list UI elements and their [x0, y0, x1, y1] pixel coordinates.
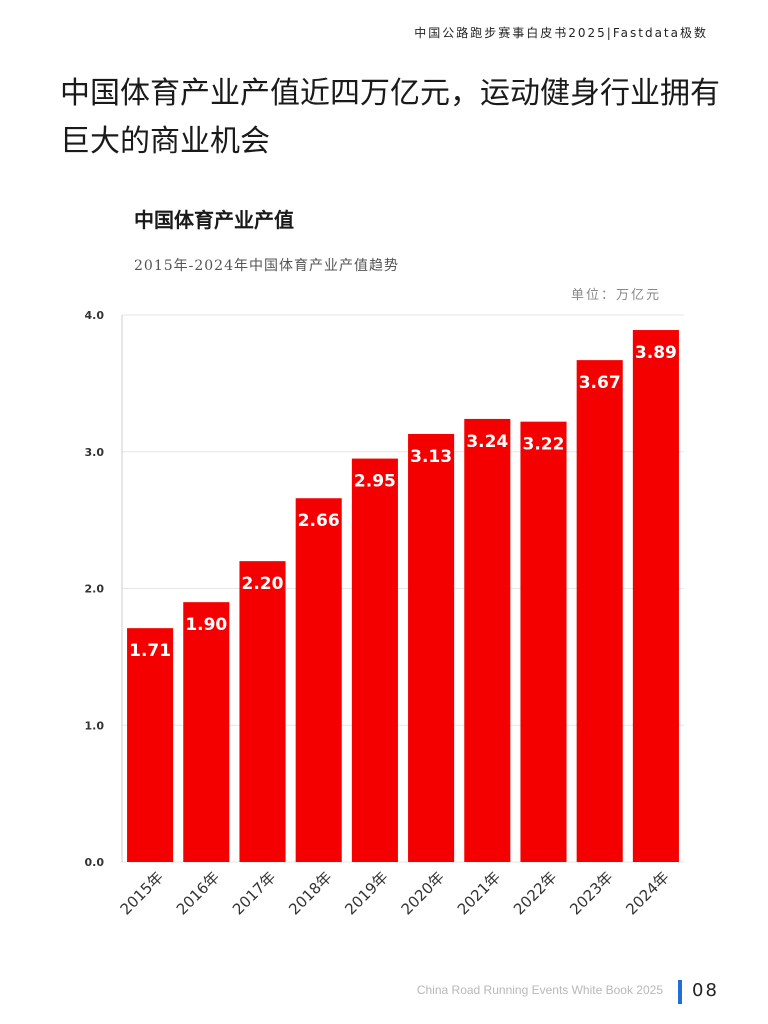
page-number: 08 [692, 980, 719, 1001]
bar [127, 628, 174, 862]
x-tick-label: 2017年 [229, 868, 279, 918]
x-tick-label: 2020年 [398, 868, 448, 918]
x-tick-label: 2018年 [285, 868, 335, 918]
y-tick-label: 2.0 [85, 583, 105, 596]
x-tick-label: 2021年 [454, 868, 504, 918]
bar-layer [127, 330, 679, 863]
chart-title: 中国体育产业产值 [134, 208, 294, 232]
x-tick-label: 2016年 [173, 868, 223, 918]
bar-value-label: 2.20 [242, 574, 284, 594]
x-tick-label: 2024年 [622, 868, 672, 918]
bar [183, 602, 230, 862]
bar-value-label: 3.67 [579, 373, 621, 393]
x-tick-label: 2019年 [341, 868, 391, 918]
bar [351, 458, 398, 862]
bar [295, 498, 342, 862]
axis-layer: 0.0 1.0 2.0 3.0 4.0 [85, 309, 123, 869]
report-header: 中国公路跑步赛事白皮书2025|Fastdata极数 [414, 26, 708, 40]
x-tick-label: 2023年 [566, 868, 616, 918]
bar-value-label: 3.89 [635, 343, 677, 363]
y-tick-label: 1.0 [85, 719, 105, 732]
x-tick-label: 2015年 [117, 868, 167, 918]
bar-value-label: 1.90 [185, 615, 227, 635]
bar-value-label: 2.66 [298, 511, 340, 531]
bar [632, 330, 679, 863]
y-tick-label: 3.0 [85, 446, 105, 459]
x-tick-label: 2022年 [510, 868, 560, 918]
bar-value-label: 2.95 [354, 472, 396, 492]
bar-value-label: 3.13 [410, 447, 452, 467]
bar [520, 421, 567, 862]
bar-value-label: 3.22 [523, 435, 565, 455]
chart-subtitle: 2015年-2024年中国体育产业产值趋势 [134, 258, 399, 274]
unit-label: 单位：万亿元 [571, 288, 662, 303]
bar [408, 433, 455, 862]
bar [464, 418, 511, 862]
y-tick-label: 4.0 [85, 309, 105, 322]
bar [576, 360, 623, 862]
bar [239, 561, 286, 862]
bar-value-label: 3.24 [466, 432, 508, 452]
footer-text: China Road Running Events White Book 202… [416, 983, 663, 997]
bar-value-label: 1.71 [129, 641, 171, 661]
y-tick-label: 0.0 [85, 856, 105, 869]
page-title: 中国体育产业产值近四万亿元，运动健身行业拥有巨大的商业机会 [60, 76, 720, 159]
footer-accent-bar [678, 980, 682, 1004]
